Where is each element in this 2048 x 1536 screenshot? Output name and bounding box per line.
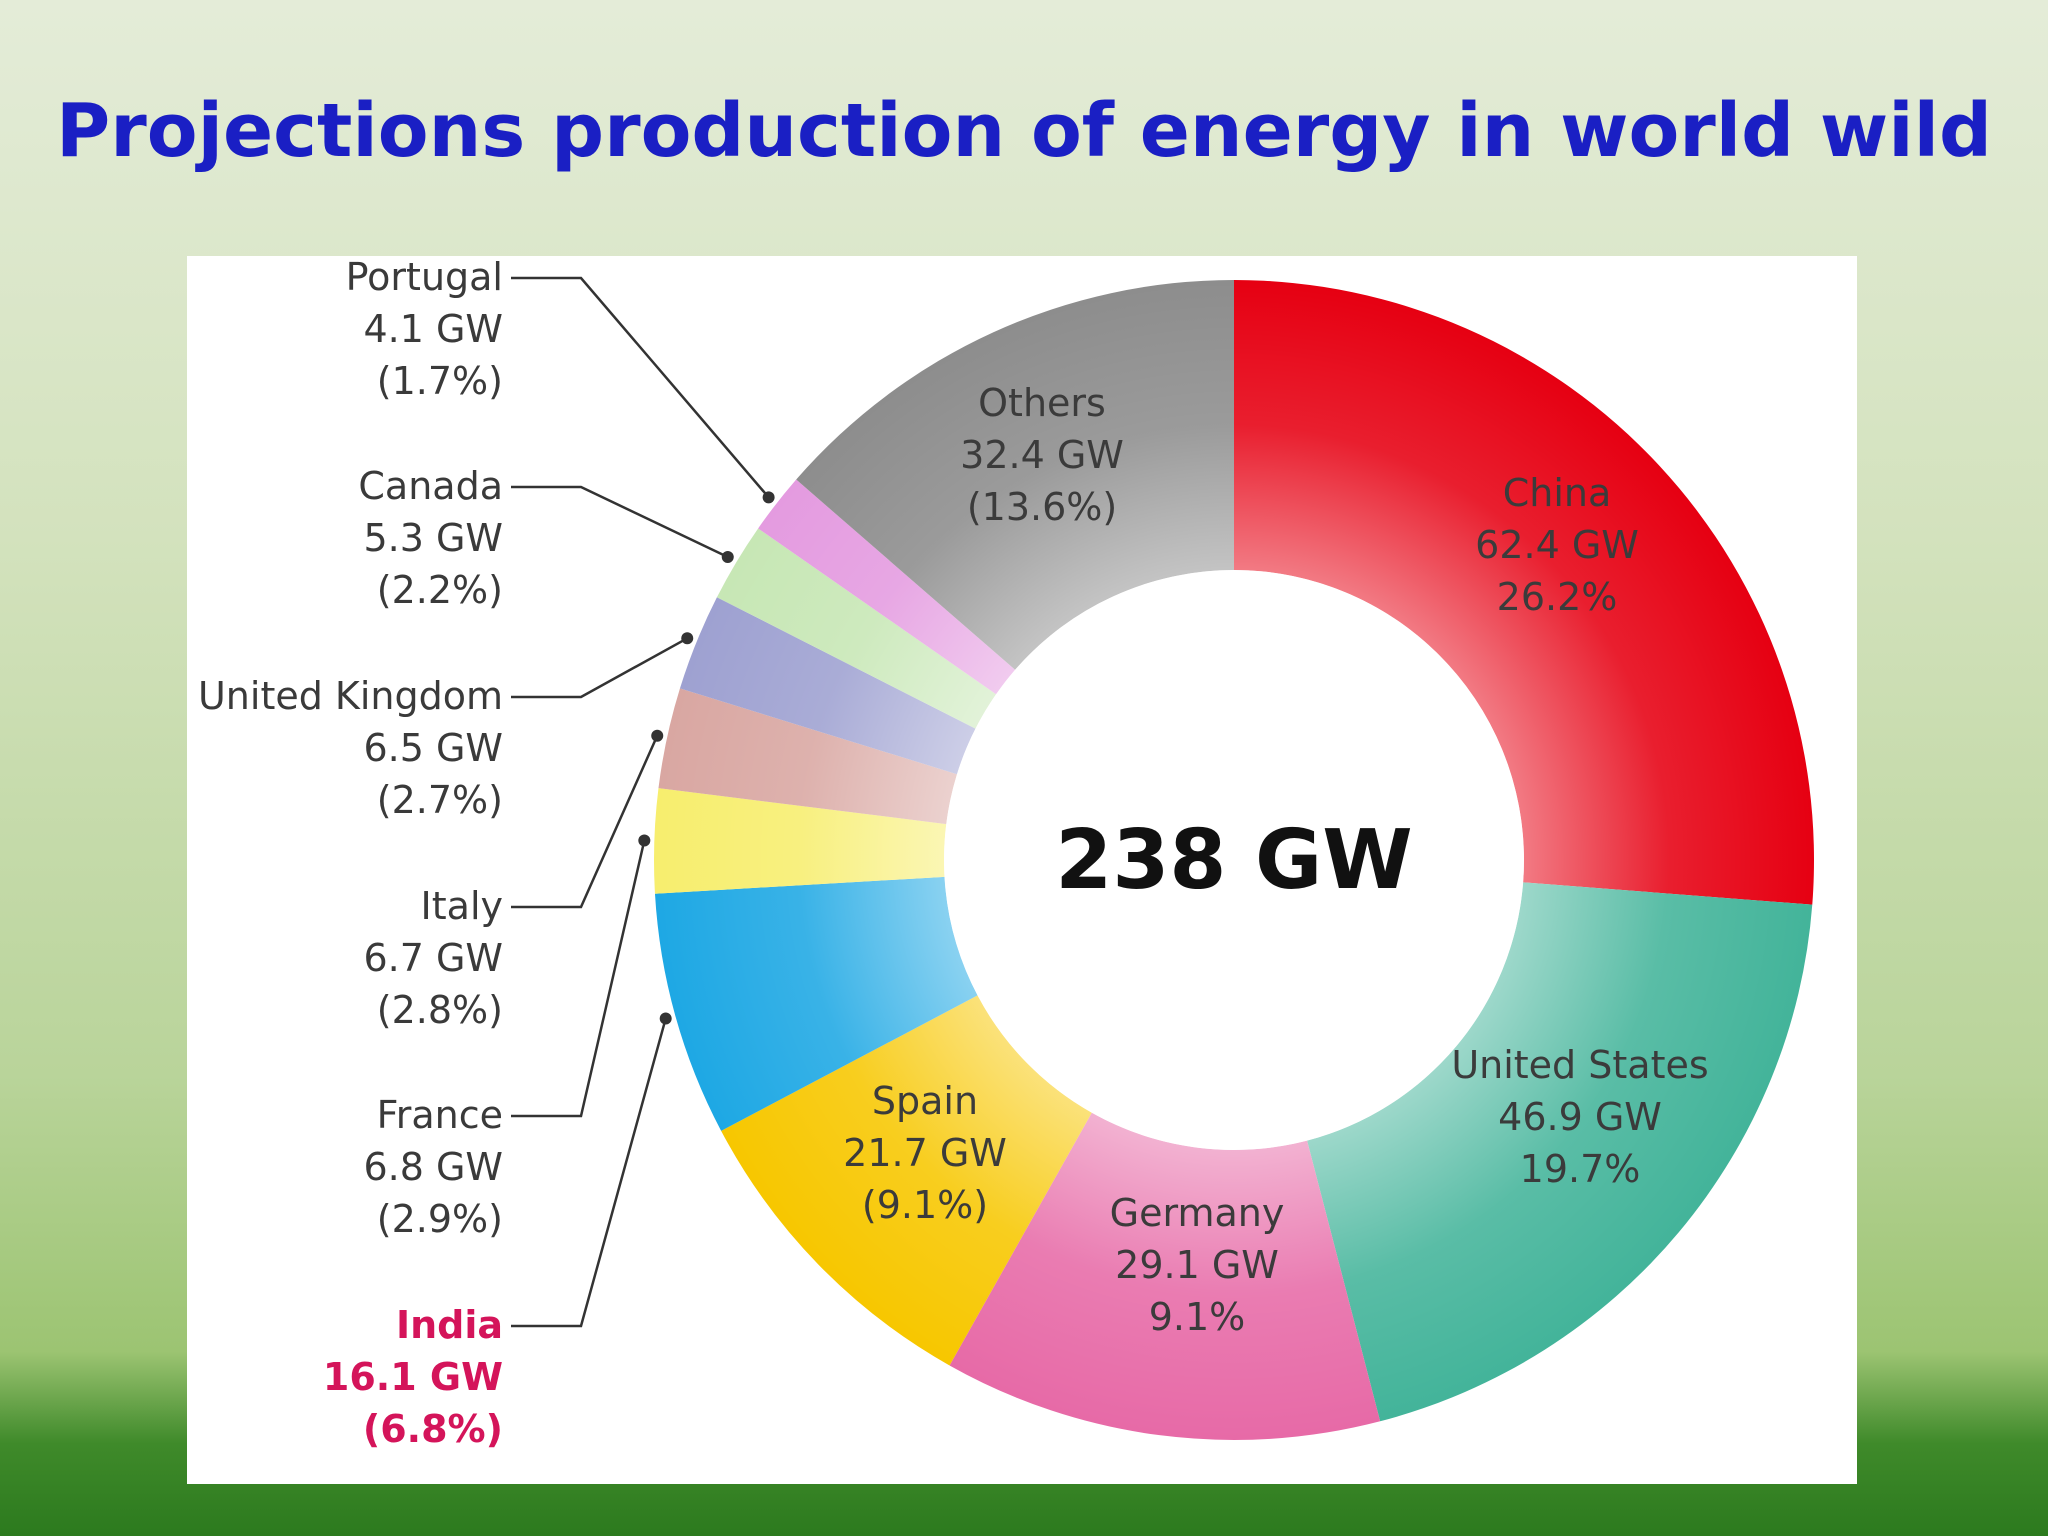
label-spain: Spain 21.7 GW (9.1%)	[843, 1079, 1007, 1227]
label-united-kingdom: United Kingdom 6.5 GW (2.7%)	[198, 674, 503, 822]
page-title: Projections production of energy in worl…	[56, 88, 1992, 174]
callout-dot-france	[638, 834, 651, 847]
callout-dot-portugal	[762, 491, 775, 504]
chart-panel: 238 GW China 62.4 GW 26.2% United States 46.…	[187, 255, 1857, 1484]
label-france: France 6.8 GW (2.9%)	[363, 1093, 503, 1241]
label-china: China 62.4 GW 26.2%	[1475, 471, 1639, 619]
label-italy: Italy 6.7 GW (2.8%)	[363, 884, 503, 1032]
label-canada: Canada 5.3 GW (2.2%)	[358, 464, 503, 612]
callout-line-portugal	[511, 276, 770, 499]
callout-line-france	[511, 840, 646, 1118]
callout-line-india	[511, 1018, 667, 1328]
label-united-states: United States 46.9 GW 19.7%	[1451, 1043, 1708, 1191]
callout-dot-canada	[721, 551, 734, 564]
callout-dot-united-kingdom	[681, 632, 694, 645]
label-india: India 16.1 GW (6.8%)	[323, 1303, 503, 1451]
callout-line-italy	[511, 735, 659, 909]
donut-chart: 238 GW China 62.4 GW 26.2% United States 46.…	[198, 255, 1815, 1451]
callout-dot-italy	[651, 729, 664, 742]
center-total-label: 238 GW	[1055, 813, 1412, 908]
callout-line-united-kingdom	[511, 637, 688, 699]
center-hole	[944, 570, 1524, 1150]
callout-dot-india	[659, 1012, 672, 1025]
callout-lines	[511, 276, 775, 1328]
label-others: Others 32.4 GW (13.6%)	[960, 381, 1124, 529]
label-germany: Germany 29.1 GW 9.1%	[1110, 1191, 1285, 1339]
label-portugal: Portugal 4.1 GW (1.7%)	[346, 256, 503, 403]
slice-labels: China 62.4 GW 26.2% United States 46.9 GW 19.…	[198, 255, 1709, 1451]
callout-line-canada	[511, 485, 729, 559]
